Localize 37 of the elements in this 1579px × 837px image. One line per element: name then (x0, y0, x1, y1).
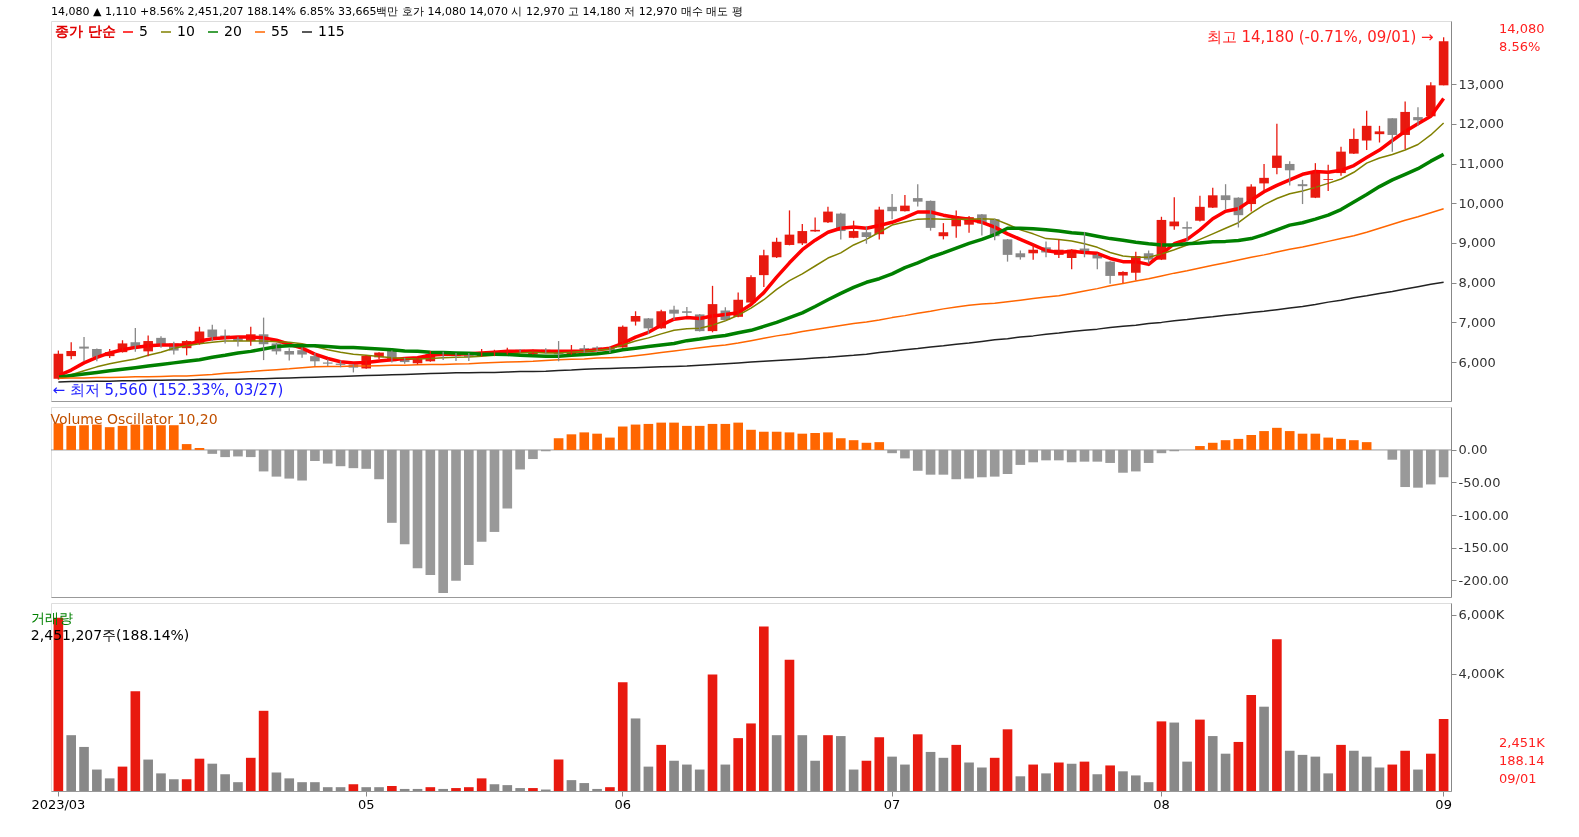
y-tick-label: 10,000 (1458, 195, 1504, 211)
y-tick-label: 6,000K (1458, 607, 1505, 623)
text: 14,080 (1499, 21, 1545, 36)
y-tick-label: -100.00 (1458, 507, 1509, 523)
legend-label: 10 (177, 23, 195, 39)
x-tick-label: 07 (883, 796, 901, 812)
x-tick-label: 05 (357, 796, 375, 812)
legend-label: 5 (139, 23, 148, 39)
text: 188.14 (1499, 753, 1545, 768)
x-tick-label: 06 (614, 796, 632, 812)
y-tick-label: 9,000 (1458, 235, 1496, 251)
y-tick-label: 6,000 (1458, 354, 1496, 370)
y-tick-label: -50.00 (1458, 474, 1501, 490)
y-tick-label: 0.00 (1458, 442, 1488, 458)
legend-label: 115 (318, 23, 345, 39)
y-tick-label: 12,000 (1458, 116, 1504, 132)
chart-title: 14,080 ▲ 1,110 +8.56% 2,451,207 188.14% 6.85% 33,665백만 호가 14,080 14,070 시 12,970 고 14,180 저 12,970 매수 매도 평 (51, 5, 743, 18)
y-tick-label: -200.00 (1458, 572, 1509, 588)
annotation: ← 최저 5,560 (152.33%, 03/27) (52, 380, 284, 399)
y-tick-label: -150.00 (1458, 540, 1509, 556)
y-tick-label: 4,000K (1458, 666, 1505, 681)
text: 8.56% (1499, 39, 1541, 54)
x-tick-label: 2023/03 (31, 796, 86, 812)
text: 2,451K (1499, 735, 1546, 750)
chart-title: Volume Oscillator 10,20 (50, 411, 218, 427)
y-tick-label: 8,000 (1458, 275, 1496, 291)
legend-label: 55 (271, 23, 289, 39)
text: 거래량 (30, 610, 73, 626)
annotation: 최고 14,180 (-0.71%, 09/01) → (1206, 28, 1434, 47)
y-tick-label: 11,000 (1458, 156, 1504, 172)
text: 09/01 (1499, 771, 1537, 786)
x-tick-label: 08 (1153, 796, 1170, 812)
y-tick-label: 13,000 (1458, 76, 1504, 92)
y-tick-label: 7,000 (1458, 314, 1496, 330)
x-tick-label: 09 (1435, 796, 1452, 812)
legend-title: 종가 단순 (55, 23, 116, 39)
legend-label: 20 (224, 23, 242, 39)
